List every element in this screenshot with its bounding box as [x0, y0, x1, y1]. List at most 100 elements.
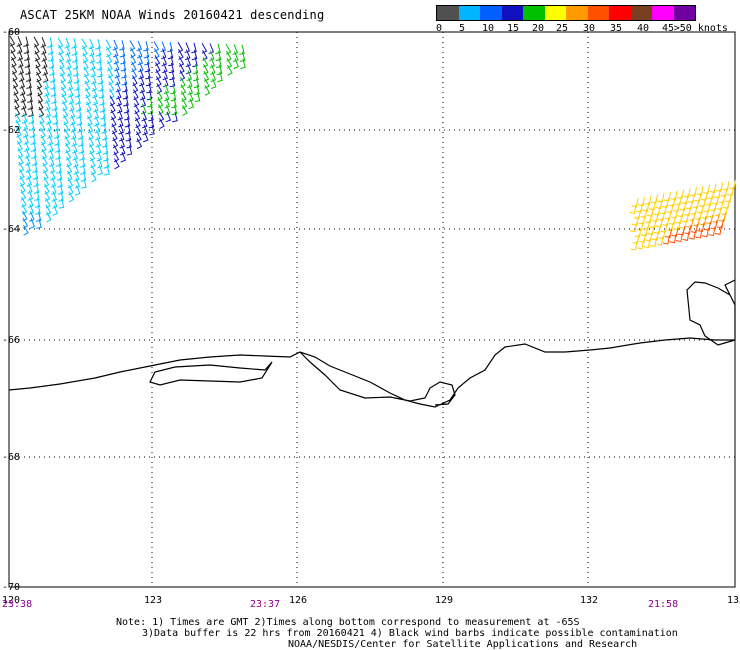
legend-swatch — [652, 6, 674, 20]
wind-barb — [50, 170, 56, 181]
legend-swatch — [673, 6, 695, 20]
wind-barb — [44, 93, 51, 104]
lat-tick-label: -66 — [2, 335, 20, 346]
wind-barb — [217, 71, 223, 83]
wind-barb — [673, 220, 681, 231]
wind-barb — [191, 49, 198, 61]
wind-barb — [25, 71, 32, 82]
wind-barb — [64, 37, 71, 49]
wind-barb — [713, 188, 721, 199]
wind-barb — [88, 38, 95, 50]
wind-barb — [699, 216, 707, 226]
wind-barb — [23, 43, 30, 54]
wind-barb — [33, 36, 40, 48]
wind-barb — [48, 149, 55, 160]
wind-barb — [146, 82, 152, 94]
wind-barb — [177, 42, 184, 53]
wind-barb — [692, 198, 700, 209]
wind-barb — [696, 204, 704, 214]
wind-barb — [705, 196, 713, 207]
wind-barb — [164, 97, 171, 109]
wind-barb — [67, 79, 74, 91]
wind-barb — [72, 142, 78, 154]
legend-swatch — [501, 6, 523, 20]
wind-barb — [172, 111, 178, 123]
wind-barb — [29, 120, 35, 131]
wind-barb — [119, 130, 125, 142]
wind-barb — [57, 184, 64, 195]
wind-barb — [71, 45, 78, 56]
legend-labels: 0 5 10 15 20 25 30 35 40 45 >50 knots — [436, 21, 728, 35]
wind-barb — [683, 188, 691, 198]
wind-barb — [170, 90, 177, 102]
wind-barb — [686, 218, 694, 228]
wind-barb — [21, 99, 27, 110]
wind-barb — [669, 233, 677, 244]
wind-barb — [692, 217, 700, 227]
wind-barb — [148, 117, 155, 129]
wind-barb — [97, 67, 103, 78]
wind-barb — [58, 198, 65, 209]
wind-barb — [45, 100, 51, 111]
legend-color-bar — [436, 5, 696, 21]
wind-barb — [69, 100, 75, 112]
wind-barb — [68, 86, 74, 98]
wind-barb — [716, 200, 724, 211]
wind-barb — [124, 117, 131, 128]
grid-lines — [9, 32, 735, 587]
wind-barb — [57, 37, 64, 49]
wind-barb — [142, 117, 148, 129]
wind-barb — [115, 81, 122, 93]
wind-barb — [121, 68, 127, 79]
wind-barb — [208, 43, 215, 55]
wind-barb — [75, 184, 81, 196]
wind-barb — [640, 208, 648, 219]
wind-barb — [99, 95, 105, 106]
wind-barb — [49, 163, 56, 174]
wind-barb — [187, 77, 193, 89]
wind-barb — [119, 47, 126, 58]
wind-barb — [23, 134, 30, 145]
wind-barb — [193, 70, 199, 82]
wind-barb — [194, 91, 201, 103]
wind-barb — [143, 47, 150, 59]
wind-barb — [25, 162, 32, 173]
wind-barb — [140, 89, 146, 101]
wind-barb — [47, 44, 54, 55]
wind-barb — [79, 157, 86, 168]
wind-barb — [102, 137, 108, 148]
lon-tick-label: 129 — [435, 595, 453, 606]
wind-barb — [20, 85, 26, 96]
wind-barb — [638, 215, 646, 225]
wind-barb — [124, 110, 130, 121]
wind-barb — [28, 106, 34, 117]
wind-barb — [26, 176, 33, 187]
wind-barb — [28, 204, 35, 215]
wind-barb — [677, 226, 685, 236]
lon-tick-label: 123 — [144, 595, 162, 606]
wind-barb — [714, 207, 722, 217]
wind-barb — [73, 163, 80, 175]
wind-barb — [25, 64, 31, 75]
wind-barb — [35, 211, 42, 222]
wind-barb — [99, 102, 106, 113]
wind-barb — [100, 116, 107, 127]
wind-barb — [682, 231, 690, 241]
legend-swatch — [566, 6, 588, 20]
wind-barb — [77, 122, 83, 133]
wind-barb — [147, 96, 153, 108]
wind-barb — [679, 201, 687, 211]
wind-barb — [144, 54, 150, 66]
wind-barb — [141, 103, 147, 115]
wind-barb — [204, 84, 211, 96]
wind-barb — [91, 73, 97, 85]
wind-barb — [55, 149, 61, 160]
wind-barb — [16, 36, 23, 47]
legend-label: 10 — [481, 23, 495, 34]
wind-barb — [52, 205, 59, 216]
wind-barb — [116, 88, 122, 100]
wind-barb — [677, 207, 685, 218]
legend-swatch — [523, 6, 545, 20]
wind-barb — [634, 228, 642, 238]
wind-barb — [666, 222, 674, 232]
